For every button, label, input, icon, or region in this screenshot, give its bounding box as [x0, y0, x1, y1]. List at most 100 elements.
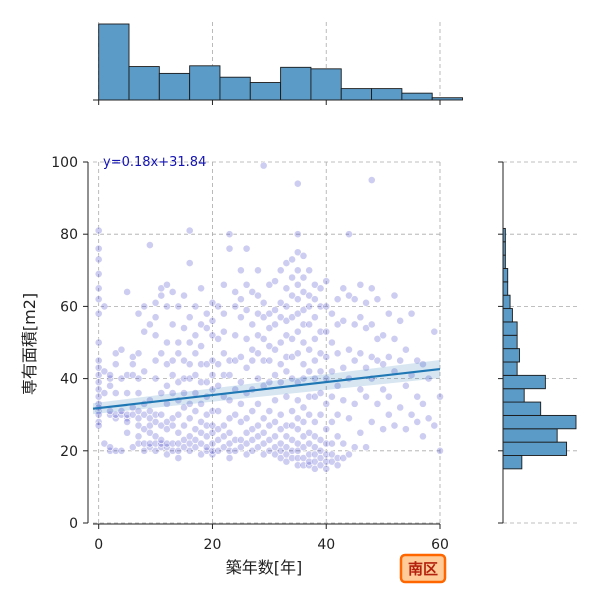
scatter-point [328, 450, 336, 459]
scatter-point [214, 446, 223, 455]
scatter-point [310, 432, 319, 441]
scatter-point [111, 410, 120, 419]
scatter-point [163, 302, 171, 311]
scatter-point [180, 374, 188, 383]
scatter-point [310, 392, 319, 401]
scatter-point [254, 349, 262, 358]
scatter-point [310, 280, 319, 289]
scatter-point [219, 327, 228, 336]
scatter-point [362, 324, 370, 332]
scatter-point [100, 439, 109, 448]
scatter-point [271, 345, 279, 354]
scatter-point [191, 371, 200, 379]
scatter-point [373, 356, 382, 365]
scatter-point [276, 378, 285, 387]
scatter-point [197, 284, 205, 293]
scatter-point [242, 363, 251, 372]
scatter-point [373, 295, 382, 304]
scatter-point [328, 439, 336, 448]
scatter-point [310, 443, 319, 452]
scatter-point [94, 255, 103, 264]
scatter-point [111, 446, 120, 455]
scatter-point [350, 356, 359, 365]
scatter-point [168, 439, 177, 448]
scatter-point [128, 353, 137, 361]
scatter-point [362, 392, 370, 401]
region-badge-label: 南区 [408, 560, 438, 578]
scatter-point [310, 418, 319, 426]
scatter-point [373, 399, 382, 408]
scatter-point [265, 378, 274, 387]
scatter-point [339, 396, 348, 405]
scatter-point [362, 298, 370, 307]
scatter-point [128, 360, 137, 369]
scatter-point [276, 298, 285, 307]
scatter-point [94, 421, 103, 430]
scatter-point [123, 389, 132, 397]
scatter-point [180, 356, 188, 365]
scatter-point [151, 356, 160, 365]
regression-line [92, 367, 441, 410]
scatter-point [271, 277, 279, 286]
scatter-point [197, 418, 205, 426]
scatter-point [310, 313, 319, 322]
y-hist-bar [502, 455, 523, 470]
scatter-point [197, 428, 205, 437]
scatter-point [333, 454, 342, 462]
y-hist-bar [502, 281, 509, 296]
scatter-point [237, 353, 245, 361]
x-hist-bar [431, 97, 463, 101]
scatter-point [197, 439, 205, 448]
scatter-point [94, 270, 103, 278]
scatter-point [333, 320, 342, 329]
scatter-point [356, 313, 365, 322]
scatter-point [293, 309, 302, 318]
scatter-point [208, 316, 217, 325]
scatter-point [254, 443, 262, 452]
scatter-point [208, 331, 217, 340]
regression-confidence-band [93, 360, 440, 415]
scatter-point [185, 338, 194, 347]
scatter-point [401, 425, 410, 434]
scatter-point [367, 284, 376, 293]
scatter-point [407, 410, 416, 419]
x-tick-label: 0 [94, 537, 103, 553]
scatter-point [254, 421, 262, 430]
scatter-point [163, 280, 171, 289]
scatter-point [191, 302, 200, 311]
scatter-point [145, 320, 154, 329]
scatter-point [282, 432, 291, 441]
scatter-point [288, 421, 296, 430]
scatter-point [168, 288, 177, 296]
scatter-point [202, 360, 211, 369]
scatter-point [151, 331, 160, 340]
scatter-point [180, 324, 188, 332]
scatter-point [436, 392, 444, 401]
scatter-point [316, 410, 325, 419]
scatter-point [333, 461, 342, 470]
scatter-point [231, 331, 240, 340]
scatter-point [134, 432, 143, 441]
y-tick-label: 40 [60, 372, 78, 388]
scatter-point [134, 309, 143, 318]
scatter-point [322, 439, 331, 448]
scatter-point [185, 259, 194, 267]
y-tick-label: 0 [69, 516, 78, 532]
scatter-point [202, 309, 211, 318]
scatter-point [384, 410, 393, 419]
scatter-point [276, 410, 285, 419]
scatter-point [174, 378, 183, 387]
scatter-point [140, 302, 149, 311]
scatter-point [197, 450, 205, 459]
scatter-point [259, 161, 268, 170]
scatter-point [242, 414, 251, 423]
scatter-point [214, 360, 223, 369]
scatter-point [151, 432, 160, 441]
scatter-point [288, 407, 296, 415]
scatter-point [288, 255, 296, 264]
scatter-point [259, 334, 268, 343]
scatter-point [362, 363, 370, 372]
scatter-point [180, 421, 188, 430]
scatter-point [191, 331, 200, 340]
x-hist-bar [280, 66, 312, 101]
